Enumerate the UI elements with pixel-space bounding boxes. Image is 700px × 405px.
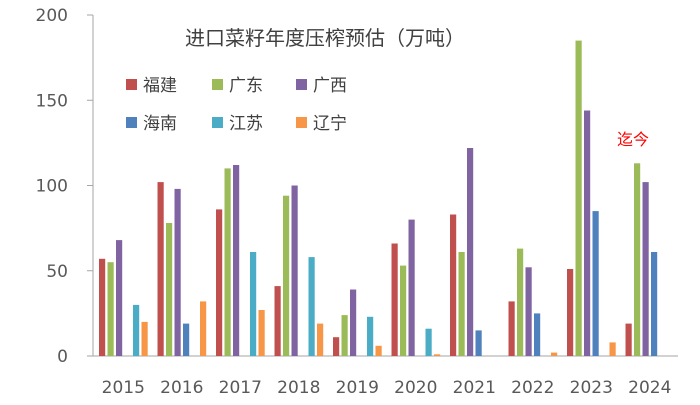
bar-2017-广东	[224, 168, 231, 356]
bar-2024-广东	[634, 163, 641, 356]
bar-2020-辽宁	[434, 354, 441, 356]
x-tick-label: 2018	[277, 378, 320, 398]
annotation-note: 迄今	[617, 130, 649, 149]
bar-2018-广东	[283, 195, 290, 356]
bar-2019-广西	[350, 289, 357, 356]
bar-2021-广东	[458, 252, 465, 356]
bar-2020-广西	[408, 219, 415, 356]
y-tick-label: 100	[36, 177, 68, 197]
legend-label-广东: 广东	[229, 76, 263, 96]
x-tick-label: 2024	[628, 378, 671, 398]
bar-2023-广西	[584, 110, 591, 356]
bar-2021-福建	[450, 214, 457, 356]
y-tick-label: 0	[57, 347, 68, 367]
chart-title: 进口菜籽年度压榨预估（万吨）	[185, 26, 465, 50]
bar-2018-辽宁	[317, 323, 324, 356]
bar-2019-辽宁	[375, 345, 382, 356]
bar-2019-福建	[333, 337, 340, 356]
x-tick-label: 2015	[102, 378, 145, 398]
y-tick-label: 50	[46, 262, 68, 282]
legend-swatch-江苏	[212, 117, 223, 128]
bar-2022-福建	[508, 301, 515, 356]
legend-swatch-福建	[126, 79, 137, 90]
bar-2020-江苏	[425, 328, 432, 356]
bar-2022-辽宁	[551, 352, 558, 356]
bar-2023-福建	[567, 269, 574, 356]
bar-2022-广东	[517, 248, 524, 356]
x-tick-label: 2016	[160, 378, 203, 398]
bar-2018-广西	[291, 185, 298, 356]
bar-2021-广西	[467, 148, 474, 356]
y-tick-label: 150	[36, 91, 68, 111]
bar-2015-福建	[99, 258, 106, 356]
bar-2015-广西	[116, 240, 123, 356]
bar-2019-广东	[341, 315, 348, 356]
bar-2017-辽宁	[258, 310, 265, 356]
bar-2022-海南	[534, 313, 541, 356]
bar-2016-海南	[183, 323, 190, 356]
bar-2024-广西	[642, 182, 649, 356]
legend-swatch-广东	[212, 79, 223, 90]
x-tick-label: 2023	[570, 378, 613, 398]
bar-2020-福建	[391, 243, 398, 356]
y-tick-label: 200	[36, 6, 68, 26]
bar-2019-江苏	[367, 316, 374, 356]
bar-2016-广东	[166, 223, 173, 356]
x-tick-label: 2017	[219, 378, 262, 398]
legend-label-江苏: 江苏	[229, 114, 263, 134]
x-tick-label: 2020	[394, 378, 437, 398]
bar-2015-江苏	[133, 304, 140, 357]
bar-2020-广东	[400, 265, 407, 356]
legend-swatch-辽宁	[296, 117, 307, 128]
bar-2018-江苏	[308, 257, 315, 356]
legend-label-海南: 海南	[143, 114, 177, 134]
bar-2016-广西	[174, 188, 181, 356]
bar-2024-海南	[651, 252, 658, 356]
bar-2015-辽宁	[141, 321, 148, 356]
bar-2015-广东	[107, 262, 114, 356]
legend-label-辽宁: 辽宁	[313, 114, 347, 134]
bar-2017-江苏	[250, 252, 257, 356]
x-tick-label: 2021	[453, 378, 496, 398]
chart-bars	[99, 40, 658, 357]
bar-2017-广西	[233, 165, 240, 356]
legend-label-福建: 福建	[143, 76, 177, 96]
chart-labels: 0 50 100 150 200 2015 2016 2017 2018 2019 2020 2021…	[36, 6, 672, 398]
bar-2018-福建	[274, 286, 281, 356]
bar-2016-福建	[157, 182, 164, 356]
bar-2023-海南	[592, 211, 599, 356]
bar-2016-辽宁	[200, 301, 207, 356]
x-tick-label: 2019	[336, 378, 379, 398]
bar-2021-海南	[475, 330, 482, 356]
bar-2017-福建	[216, 209, 223, 356]
legend-swatch-广西	[296, 79, 307, 90]
bar-2023-辽宁	[609, 342, 616, 356]
bar-2023-广东	[575, 40, 582, 356]
bar-2024-福建	[625, 323, 632, 356]
bar-2022-广西	[525, 267, 532, 356]
legend-swatch-海南	[126, 117, 137, 128]
legend-label-广西: 广西	[313, 76, 347, 96]
x-tick-label: 2022	[511, 378, 554, 398]
